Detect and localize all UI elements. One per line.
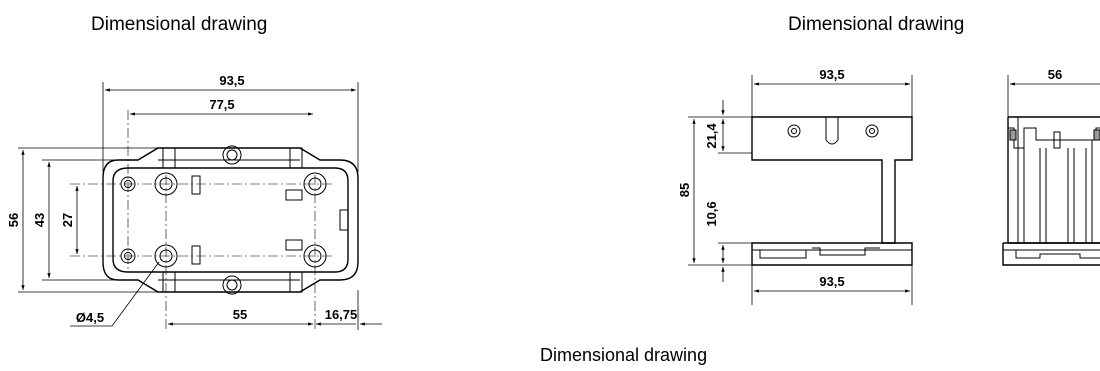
top-view-tab — [285, 189, 303, 201]
side-view-screw — [787, 124, 801, 138]
side-view-screw-inner — [791, 128, 797, 134]
caption-right: Dimensional drawing — [788, 14, 965, 35]
dim-text-side-top-width: 93,5 — [819, 67, 844, 82]
caption-left: Dimensional drawing — [91, 14, 268, 35]
dim-text-upper-section: 21,4 — [704, 123, 719, 149]
top-view-inner-tray — [112, 167, 349, 273]
end-view: 56 — [1002, 67, 1100, 266]
top-view-tab — [285, 239, 303, 251]
end-view-slot — [1053, 131, 1061, 149]
side-view-base — [751, 242, 913, 266]
side-view-screw — [865, 124, 879, 138]
top-view-screw-inner — [226, 279, 238, 291]
top-view-edge-notch — [339, 209, 349, 231]
dim-text-lower-section: 10,6 — [704, 201, 719, 226]
dim-text-inner-height: 43 — [32, 213, 47, 227]
top-view-screw — [222, 145, 242, 165]
top-view-slot — [289, 271, 303, 293]
dim-text-vertical-pitch: 27 — [60, 213, 75, 227]
dim-text-rail-pitch: 55 — [233, 307, 247, 322]
side-view-screw-inner — [869, 128, 875, 134]
dim-text-overall-height: 56 — [6, 213, 21, 227]
end-view-base-detail — [1015, 250, 1100, 259]
dim-text-hole-pitch-outer: 77,5 — [209, 97, 234, 112]
top-view-slot — [289, 147, 303, 169]
dim-text-hole-diameter: Ø4,5 — [76, 310, 104, 325]
dim-text-end-width: 56 — [1048, 67, 1062, 82]
top-view: 93,5 77,5 56 43 27 Ø4,5 55 16,75 — [6, 73, 382, 330]
top-view-screw — [222, 275, 242, 295]
top-view-latch — [191, 175, 201, 195]
side-view-base-rail — [759, 249, 807, 259]
dim-text-overall-width: 93,5 — [219, 73, 244, 88]
top-view-slot — [162, 147, 176, 169]
dim-text-offset: 16,75 — [325, 307, 358, 322]
top-view-body-outline — [102, 147, 359, 293]
side-view-upper-block — [751, 116, 913, 244]
dim-leader-diameter — [70, 261, 160, 327]
caption-bottom: Dimensional drawing — [540, 345, 708, 365]
end-view-clip — [1093, 129, 1100, 141]
dim-text-side-bottom-width: 93,5 — [819, 274, 844, 289]
top-view-latch — [191, 245, 201, 265]
dim-text-side-height: 85 — [677, 183, 692, 197]
top-view-screw-inner — [226, 149, 238, 161]
side-view-base-rail — [812, 247, 880, 256]
end-view-clip — [1009, 129, 1017, 141]
side-view: 93,5 93,5 85 21,4 10,6 — [677, 67, 913, 305]
top-view-slot — [162, 271, 176, 293]
side-view-slot — [825, 117, 839, 145]
